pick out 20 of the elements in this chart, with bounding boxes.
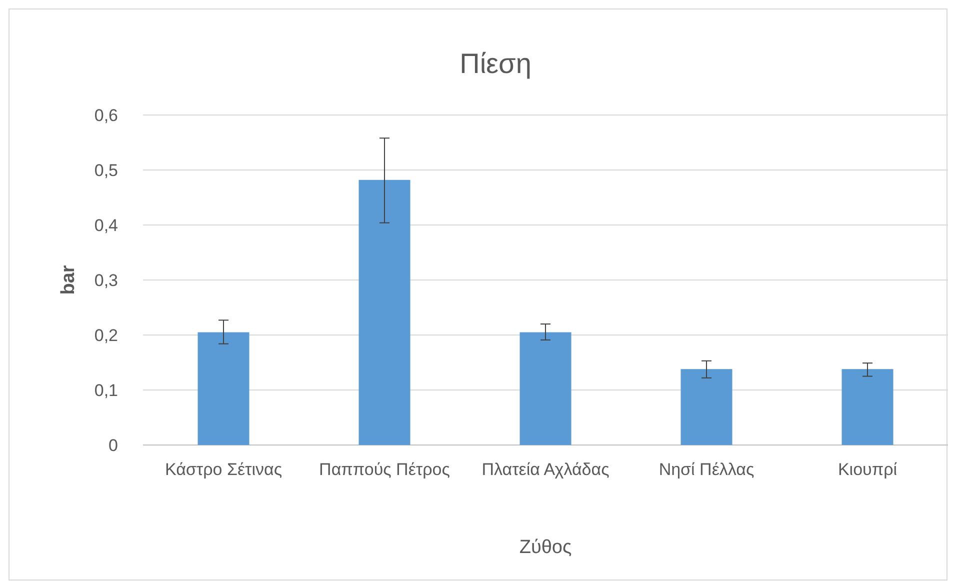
y-tick-label: 0,4: [94, 216, 118, 235]
x-tick-label: Πλατεία Αχλάδας: [482, 460, 610, 479]
y-tick-label: 0,6: [94, 106, 118, 125]
y-tick-label: 0,5: [94, 160, 118, 180]
bar: [520, 332, 572, 445]
y-axis-title: bar: [58, 264, 79, 295]
bar: [358, 180, 410, 445]
x-tick-label: Κιουπρί: [838, 460, 898, 479]
y-tick-label: 0,1: [94, 380, 118, 400]
chart-title: Πίεση: [460, 48, 532, 79]
x-tick-label: Παππούς Πέτρος: [319, 460, 450, 479]
bar: [680, 369, 732, 445]
bar: [198, 332, 250, 445]
x-tick-label: Νησί Πέλλας: [658, 460, 754, 479]
bar: [842, 369, 894, 445]
x-tick-label: Κάστρο Σέτινας: [164, 460, 282, 479]
y-tick-label: 0,2: [94, 326, 118, 345]
y-tick-label: 0,3: [94, 270, 118, 290]
y-tick-label: 0: [108, 436, 118, 455]
x-axis-title: Ζύθος: [519, 537, 572, 558]
